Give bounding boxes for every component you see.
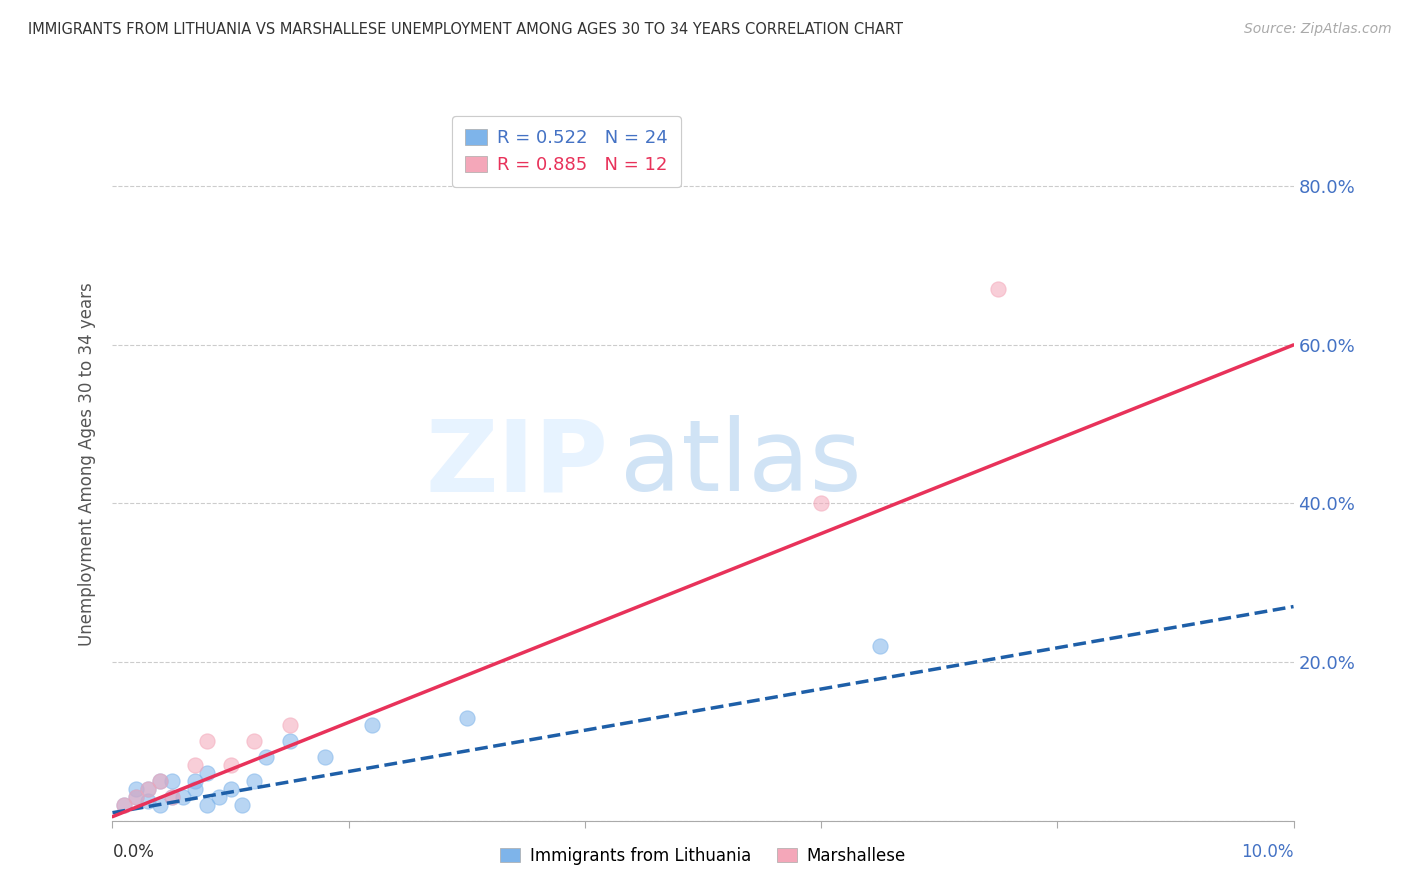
Point xyxy=(219,781,242,796)
Point xyxy=(243,734,266,748)
Point xyxy=(195,734,218,748)
Point xyxy=(160,789,183,804)
Point xyxy=(254,750,277,764)
Text: IMMIGRANTS FROM LITHUANIA VS MARSHALLESE UNEMPLOYMENT AMONG AGES 30 TO 34 YEARS : IMMIGRANTS FROM LITHUANIA VS MARSHALLESE… xyxy=(28,22,903,37)
Point xyxy=(361,718,384,732)
Legend: Immigrants from Lithuania, Marshallese: Immigrants from Lithuania, Marshallese xyxy=(491,837,915,875)
Point xyxy=(195,797,218,812)
Point xyxy=(136,781,159,796)
Point xyxy=(112,797,135,812)
Text: 0.0%: 0.0% xyxy=(112,843,155,861)
Point xyxy=(208,789,231,804)
Point xyxy=(184,774,207,789)
Point xyxy=(456,710,478,724)
Point xyxy=(149,774,172,789)
Point xyxy=(278,718,301,732)
Point xyxy=(810,496,832,510)
Point xyxy=(184,781,207,796)
Point xyxy=(136,781,159,796)
Point xyxy=(149,774,172,789)
Text: Source: ZipAtlas.com: Source: ZipAtlas.com xyxy=(1244,22,1392,37)
Point xyxy=(219,758,242,772)
Point xyxy=(987,282,1010,296)
Point xyxy=(184,758,207,772)
Point xyxy=(172,789,194,804)
Text: ZIP: ZIP xyxy=(426,416,609,512)
Point xyxy=(125,789,148,804)
Point xyxy=(243,774,266,789)
Point xyxy=(869,639,891,653)
Point xyxy=(149,797,172,812)
Point xyxy=(231,797,253,812)
Point xyxy=(125,781,148,796)
Point xyxy=(136,794,159,808)
Point xyxy=(314,750,336,764)
Point xyxy=(195,766,218,780)
Text: 10.0%: 10.0% xyxy=(1241,843,1294,861)
Point xyxy=(160,774,183,789)
Point xyxy=(112,797,135,812)
Text: atlas: atlas xyxy=(620,416,862,512)
Y-axis label: Unemployment Among Ages 30 to 34 years: Unemployment Among Ages 30 to 34 years xyxy=(77,282,96,646)
Point xyxy=(160,789,183,804)
Legend: R = 0.522   N = 24, R = 0.885   N = 12: R = 0.522 N = 24, R = 0.885 N = 12 xyxy=(453,116,681,187)
Point xyxy=(125,789,148,804)
Point xyxy=(278,734,301,748)
